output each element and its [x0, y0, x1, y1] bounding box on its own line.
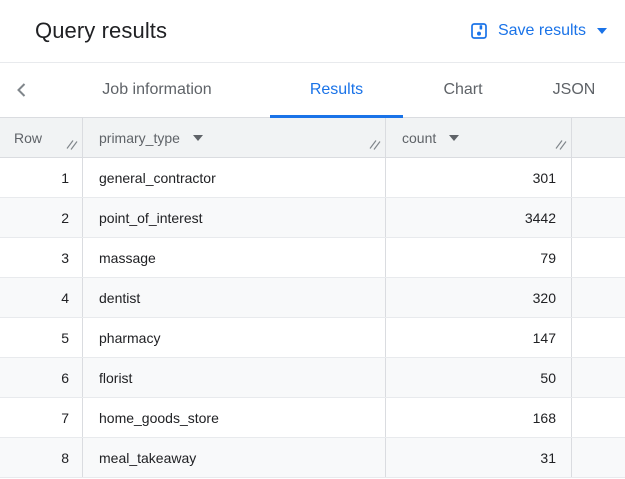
primary-type-cell: massage [83, 238, 386, 277]
table-row[interactable]: 5 pharmacy 147 [0, 318, 625, 358]
save-results-label: Save results [497, 22, 586, 39]
primary-type-cell: dentist [83, 278, 386, 317]
row-number-cell: 3 [0, 238, 83, 277]
filler-cell [572, 198, 625, 237]
count-cell: 79 [386, 238, 572, 277]
tab-job-information[interactable]: Job information [44, 63, 270, 117]
table-row[interactable]: 8 meal_takeaway 31 [0, 438, 625, 478]
column-header-row[interactable]: Row [0, 118, 83, 157]
filler-cell [572, 238, 625, 277]
tab-chart[interactable]: Chart [403, 63, 523, 117]
column-header-count[interactable]: count [386, 118, 572, 157]
primary-type-cell: florist [83, 358, 386, 397]
filler-cell [572, 398, 625, 437]
column-label: primary_type [99, 129, 180, 146]
query-results-header: Query results Save results [0, 0, 625, 63]
tab-label: Job information [102, 81, 212, 98]
primary-type-cell: home_goods_store [83, 398, 386, 437]
column-dropdown-icon[interactable] [449, 134, 460, 141]
column-resize-handle[interactable] [368, 138, 381, 154]
chevron-down-icon [597, 28, 607, 34]
column-header-primary-type[interactable]: primary_type [83, 118, 386, 157]
column-resize-handle[interactable] [65, 138, 78, 154]
page-title: Query results [35, 18, 168, 43]
tab-results[interactable]: Results [270, 63, 403, 118]
table-row[interactable]: 6 florist 50 [0, 358, 625, 398]
column-label: Row [14, 129, 43, 146]
primary-type-cell: pharmacy [83, 318, 386, 357]
tab-bar: Job information Results Chart JSON [0, 63, 625, 118]
count-cell: 301 [386, 158, 572, 197]
count-cell: 31 [386, 438, 572, 477]
back-button[interactable] [0, 63, 44, 117]
filler-cell [572, 158, 625, 197]
row-number-cell: 5 [0, 318, 83, 357]
row-number-cell: 2 [0, 198, 83, 237]
filler-cell [572, 318, 625, 357]
table-row[interactable]: 3 massage 79 [0, 238, 625, 278]
save-icon [469, 21, 489, 41]
table-row[interactable]: 4 dentist 320 [0, 278, 625, 318]
table-row[interactable]: 7 home_goods_store 168 [0, 398, 625, 438]
count-cell: 50 [386, 358, 572, 397]
column-header-filler [572, 118, 625, 157]
tab-json[interactable]: JSON [523, 63, 625, 117]
count-cell: 320 [386, 278, 572, 317]
table-row[interactable]: 2 point_of_interest 3442 [0, 198, 625, 238]
filler-cell [572, 438, 625, 477]
primary-type-cell: general_contractor [83, 158, 386, 197]
column-label: count [402, 129, 437, 146]
row-number-cell: 1 [0, 158, 83, 197]
tab-label: JSON [552, 81, 596, 98]
column-dropdown-icon[interactable] [192, 134, 203, 141]
count-cell: 168 [386, 398, 572, 437]
table-body: 1 general_contractor 301 2 point_of_inte… [0, 158, 625, 478]
row-number-cell: 8 [0, 438, 83, 477]
save-results-button[interactable]: Save results [469, 21, 607, 41]
chevron-left-icon [13, 81, 31, 99]
row-number-cell: 7 [0, 398, 83, 437]
tab-label: Chart [443, 81, 483, 98]
column-resize-handle[interactable] [554, 138, 567, 154]
count-cell: 147 [386, 318, 572, 357]
row-number-cell: 6 [0, 358, 83, 397]
count-cell: 3442 [386, 198, 572, 237]
table-row[interactable]: 1 general_contractor 301 [0, 158, 625, 198]
filler-cell [572, 358, 625, 397]
tab-label: Results [309, 81, 364, 98]
row-number-cell: 4 [0, 278, 83, 317]
filler-cell [572, 278, 625, 317]
table-header: Row primary_type count [0, 118, 625, 158]
primary-type-cell: point_of_interest [83, 198, 386, 237]
primary-type-cell: meal_takeaway [83, 438, 386, 477]
